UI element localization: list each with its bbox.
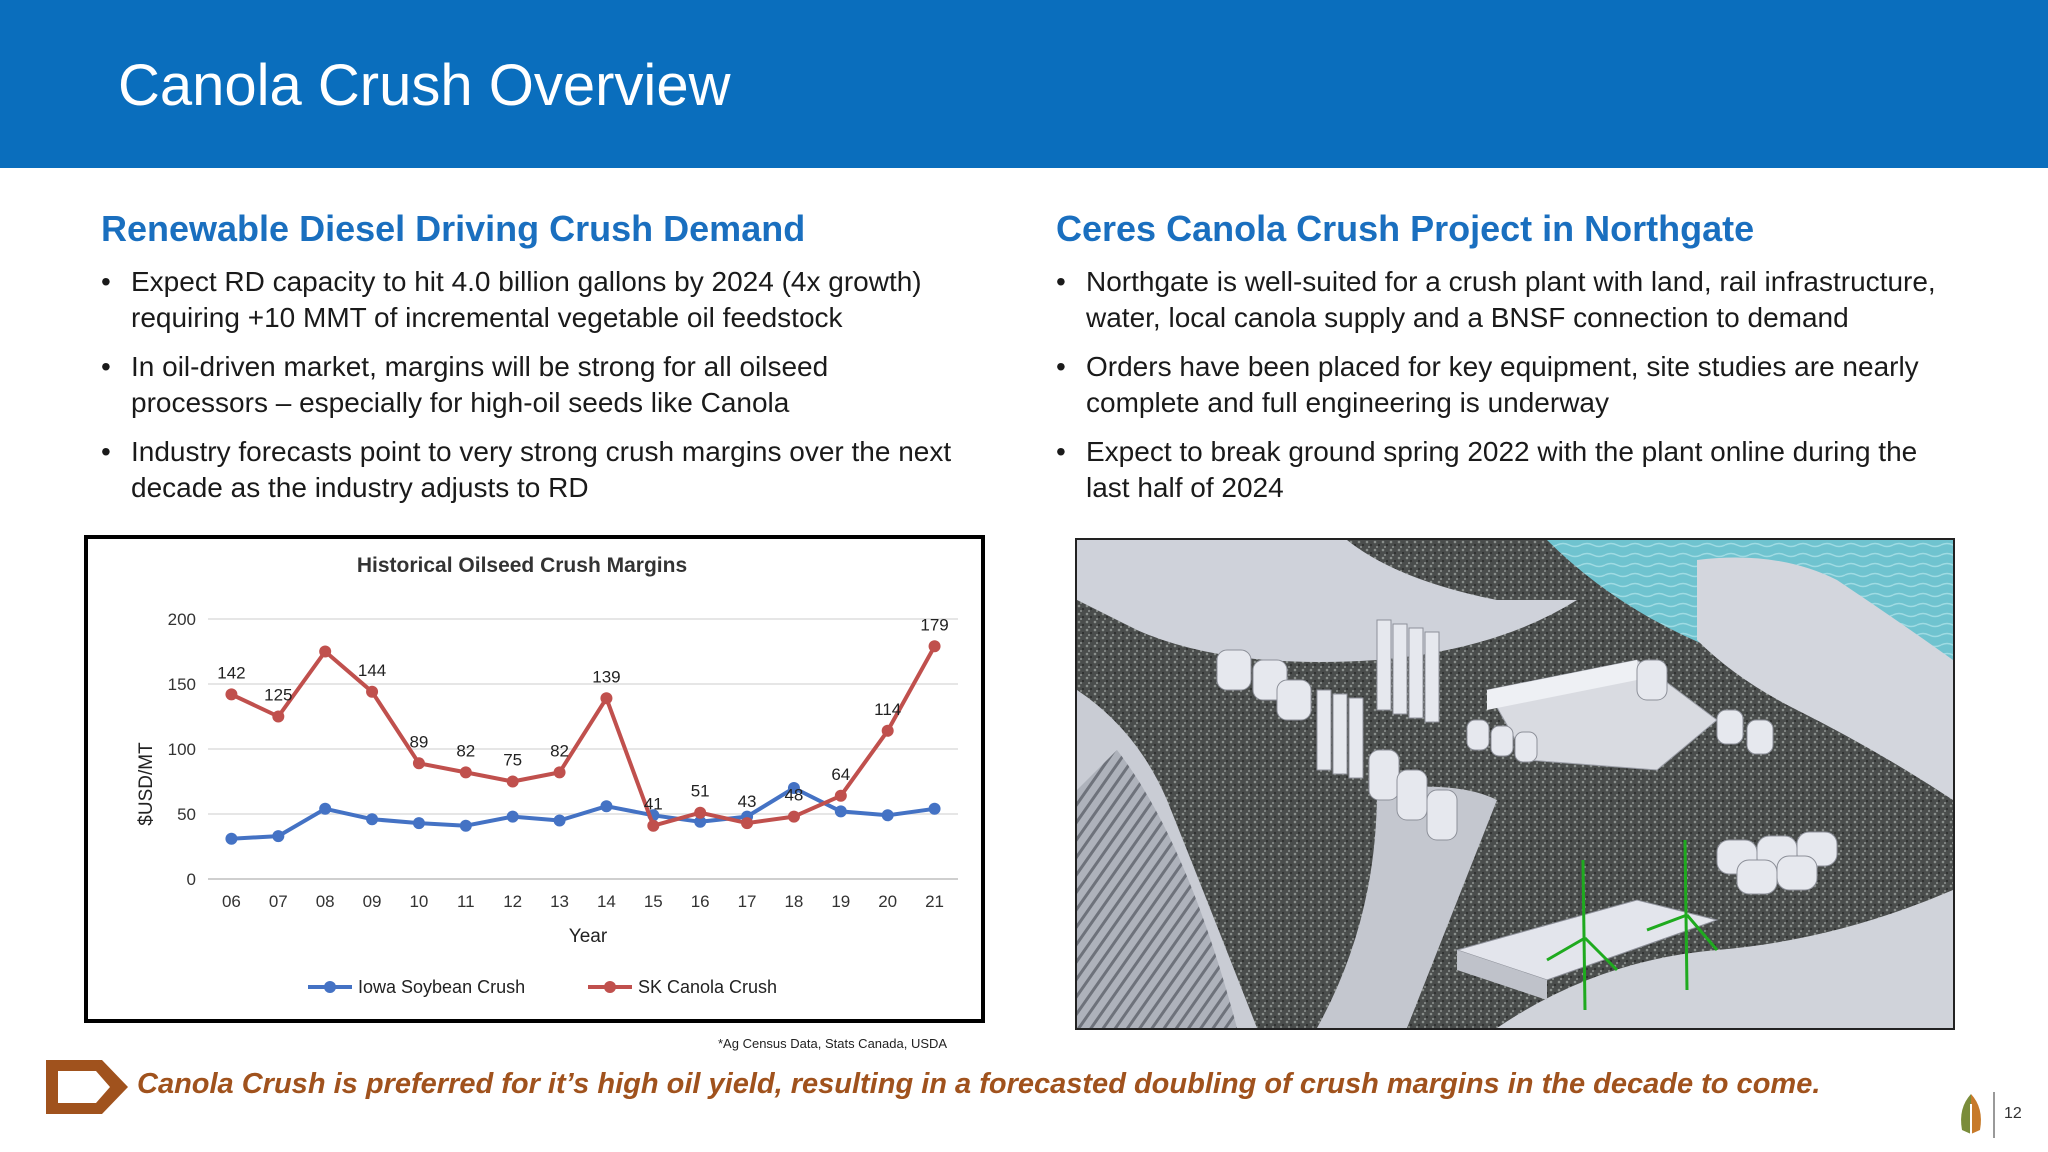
page-number: 12 — [2004, 1105, 2022, 1122]
slide-title: Canola Crush Overview — [118, 53, 731, 118]
data-point — [319, 645, 332, 658]
x-tick-label: 15 — [644, 892, 663, 911]
data-point — [834, 789, 847, 802]
chart-canvas: Historical Oilseed Crush Margins $USD/MT… — [136, 554, 958, 997]
data-point — [881, 724, 894, 737]
left-bullet: In oil-driven market, margins will be st… — [101, 349, 1031, 421]
data-label: 41 — [644, 795, 663, 814]
x-axis-label: Year — [569, 926, 608, 947]
y-tick-label: 200 — [168, 610, 196, 629]
x-tick-label: 07 — [269, 892, 288, 911]
right-bullet: Orders have been placed for key equipmen… — [1056, 349, 2016, 421]
logo-divider — [1993, 1092, 1995, 1138]
x-tick-label: 09 — [363, 892, 382, 911]
plant-rendering-image — [1075, 538, 1955, 1030]
data-point — [272, 830, 285, 843]
y-tick-label: 50 — [177, 805, 196, 824]
data-label: 139 — [592, 667, 620, 686]
footer-callout: Canola Crush is preferred for it’s high … — [137, 1068, 1821, 1100]
right-bullet-list: Northgate is well-suited for a crush pla… — [1056, 264, 2016, 519]
arrow-badge-icon — [46, 1060, 128, 1114]
x-tick-label: 17 — [738, 892, 757, 911]
left-bullet: Expect RD capacity to hit 4.0 billion ga… — [101, 264, 1031, 336]
data-label: 82 — [550, 741, 569, 760]
company-logo — [1961, 1094, 1981, 1134]
y-tick-label: 150 — [168, 675, 196, 694]
data-label: 142 — [217, 663, 245, 682]
data-point — [694, 815, 707, 828]
x-tick-label: 11 — [457, 892, 475, 911]
data-label: 82 — [456, 741, 475, 760]
data-point — [834, 805, 847, 818]
data-point — [881, 809, 894, 822]
data-label: 48 — [784, 786, 803, 805]
y-tick-label: 0 — [187, 870, 196, 889]
crush-margins-chart: Historical Oilseed Crush Margins $USD/MT… — [84, 535, 985, 1023]
legend-marker — [604, 981, 616, 993]
data-point — [928, 640, 941, 653]
source-note: *Ag Census Data, Stats Canada, USDA — [718, 1036, 948, 1051]
x-tick-label: 10 — [409, 892, 428, 911]
data-point — [225, 688, 238, 701]
left-heading: Renewable Diesel Driving Crush Demand — [101, 208, 806, 249]
data-label: 75 — [503, 751, 522, 770]
x-tick-label: 19 — [831, 892, 850, 911]
right-bullet: Northgate is well-suited for a crush pla… — [1056, 264, 2016, 336]
right-heading: Ceres Canola Crush Project in Northgate — [1056, 208, 1755, 249]
x-tick-label: 21 — [925, 892, 944, 911]
x-tick-label: 12 — [503, 892, 522, 911]
data-point — [647, 819, 660, 832]
data-point — [506, 775, 519, 788]
data-point — [225, 832, 238, 845]
chart-title: Historical Oilseed Crush Margins — [357, 554, 687, 577]
data-point — [412, 817, 425, 830]
left-bullet: Industry forecasts point to very strong … — [101, 434, 1031, 506]
data-label: 64 — [831, 765, 850, 784]
data-point — [459, 819, 472, 832]
x-tick-label: 18 — [784, 892, 803, 911]
x-tick-label: 06 — [222, 892, 241, 911]
data-label: 179 — [920, 615, 948, 634]
data-label: 144 — [358, 661, 386, 680]
data-point — [600, 800, 613, 813]
data-point — [928, 802, 941, 815]
y-axis-label: $USD/MT — [136, 742, 157, 826]
data-point — [319, 802, 332, 815]
data-point — [459, 766, 472, 779]
plant-rendering-illustration — [1077, 540, 1953, 1028]
data-point — [366, 685, 379, 698]
legend-label: SK Canola Crush — [638, 977, 777, 997]
data-point — [553, 766, 566, 779]
data-point — [506, 810, 519, 823]
data-point — [787, 782, 800, 794]
data-point — [412, 757, 425, 770]
data-point — [787, 810, 800, 823]
right-bullet: Expect to break ground spring 2022 with … — [1056, 434, 2016, 506]
y-tick-label: 100 — [168, 740, 196, 759]
title-banner — [0, 0, 2048, 168]
data-label: 43 — [738, 792, 757, 811]
data-label: 114 — [874, 700, 901, 719]
left-bullet-list: Expect RD capacity to hit 4.0 billion ga… — [101, 264, 1031, 519]
data-point — [272, 710, 285, 723]
data-point — [694, 806, 707, 819]
data-point — [741, 817, 754, 830]
x-tick-label: 14 — [597, 892, 616, 911]
series-line-1 — [231, 786, 935, 841]
series-line-2 — [230, 645, 937, 828]
legend-marker — [324, 981, 336, 993]
legend-label: Iowa Soybean Crush — [358, 977, 525, 997]
data-label: 89 — [409, 732, 428, 751]
data-point — [553, 814, 566, 827]
data-point — [366, 813, 379, 826]
data-point — [600, 692, 613, 705]
chart-legend: Iowa Soybean Crush SK Canola Crush — [308, 977, 777, 997]
data-label: 51 — [691, 782, 710, 801]
x-tick-label: 13 — [550, 892, 569, 911]
x-tick-label: 20 — [878, 892, 897, 911]
x-tick-label: 16 — [691, 892, 710, 911]
x-tick-label: 08 — [316, 892, 335, 911]
data-label: 125 — [264, 686, 292, 705]
